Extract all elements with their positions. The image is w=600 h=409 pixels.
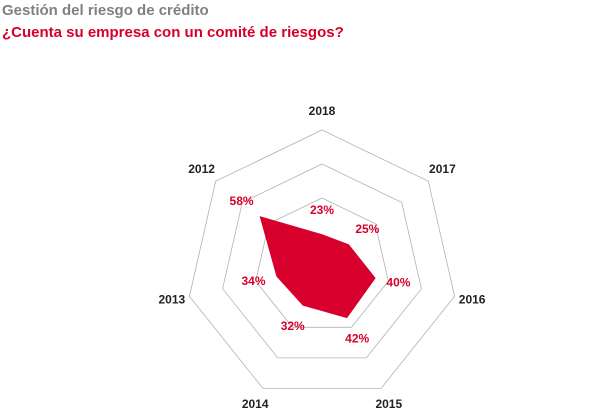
value-label: 25% [355, 222, 379, 236]
value-label: 34% [242, 274, 266, 288]
value-label: 32% [281, 319, 305, 333]
value-label: 58% [230, 194, 254, 208]
grid-ring [222, 163, 422, 359]
category-label: 2017 [429, 162, 456, 176]
chart-subtitle: ¿Cuenta su empresa con un comité de ries… [2, 24, 344, 41]
category-label: 2015 [375, 397, 402, 409]
value-label: 40% [386, 276, 410, 290]
grid-ring [188, 129, 456, 389]
chart-title: Gestión del riesgo de crédito [2, 2, 209, 19]
category-label: 2018 [309, 104, 336, 118]
value-label: 42% [345, 331, 369, 345]
category-label: 2014 [242, 397, 269, 409]
category-label: 2013 [159, 292, 186, 306]
category-label: 2012 [188, 162, 215, 176]
category-label: 2016 [459, 292, 486, 306]
value-label: 23% [310, 203, 334, 217]
radar-area [259, 216, 376, 319]
